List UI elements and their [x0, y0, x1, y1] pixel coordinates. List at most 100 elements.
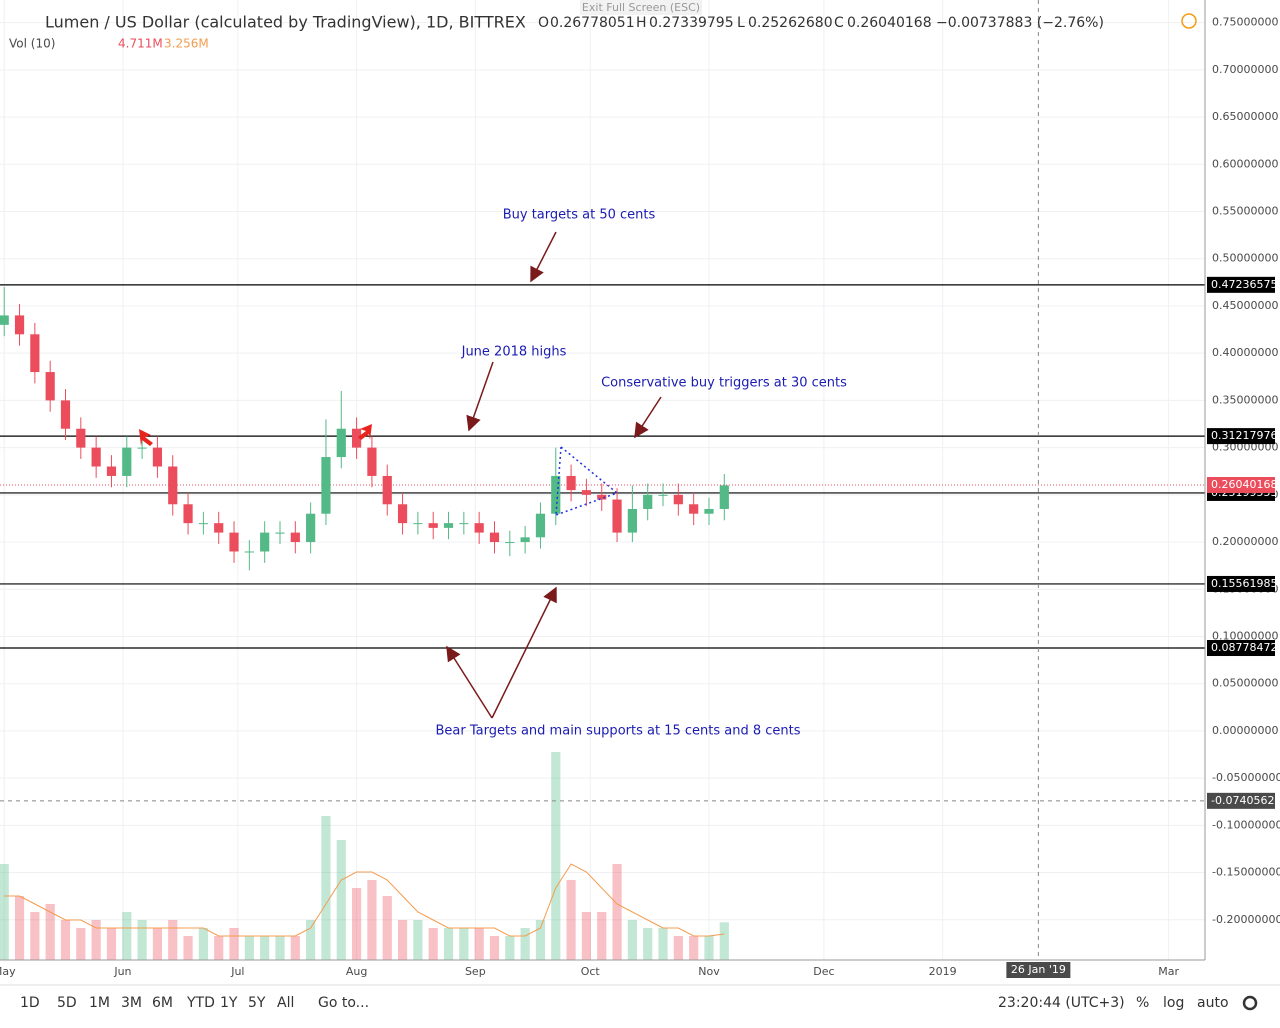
candle-body: [260, 532, 270, 552]
candle-body: [336, 428, 346, 458]
ohlc-value: 0.26040168: [847, 15, 932, 31]
volume-bar: [397, 920, 408, 960]
y-tick-label: 0.20000000: [1212, 535, 1278, 548]
candle-body: [443, 523, 454, 528]
level-label: 0.31217976: [1211, 429, 1277, 442]
level-label: 0.47236575: [1211, 278, 1277, 291]
range-button[interactable]: All: [277, 995, 294, 1011]
volume-bar: [152, 928, 163, 960]
candle-body: [551, 475, 561, 514]
x-tick-label: May: [0, 965, 16, 978]
candle-body: [30, 334, 40, 373]
auto-toggle[interactable]: auto: [1197, 995, 1229, 1011]
volume-bar: [14, 896, 25, 960]
volume-value: 4.711M: [118, 37, 163, 51]
volume-bar: [673, 936, 683, 960]
log-toggle[interactable]: log: [1163, 995, 1184, 1011]
range-button[interactable]: 1D: [20, 995, 40, 1011]
volume-bar: [566, 880, 576, 960]
volume-ma-value: 3.256M: [164, 37, 209, 51]
candle-body: [198, 523, 208, 525]
volume-bar: [382, 896, 392, 960]
volume-bar: [643, 928, 653, 960]
candle-body: [520, 537, 530, 543]
y-tick-label: 0.10000000: [1212, 629, 1278, 642]
volume-bar: [30, 912, 40, 960]
volume-bar: [0, 864, 9, 960]
volume-bar: [214, 936, 224, 960]
y-tick-label: 0.45000000: [1212, 299, 1278, 312]
y-tick-label: -0.10000000: [1212, 818, 1280, 831]
annotation: Buy targets at 50 cents: [503, 208, 656, 223]
volume-bar: [306, 920, 316, 960]
annotation: Conservative buy triggers at 30 cents: [601, 376, 847, 391]
candle-body: [474, 523, 484, 533]
volume-bar: [45, 904, 55, 960]
candle-body: [290, 532, 300, 543]
range-button[interactable]: 1M: [89, 995, 110, 1011]
candle-body: [627, 508, 637, 533]
candle-body: [106, 466, 117, 476]
volume-bar: [505, 936, 515, 960]
y-tick-label: -0.05000000: [1212, 771, 1280, 784]
candle-body: [704, 508, 714, 514]
candle-body: [76, 428, 86, 448]
y-tick-label: 0.05000000: [1212, 677, 1278, 690]
crosshair-x-box: [1006, 962, 1071, 978]
y-tick-label: 0.00000000: [1212, 724, 1278, 737]
range-button[interactable]: YTD: [186, 995, 215, 1011]
goto[interactable]: Go to...: [318, 995, 369, 1011]
clock: 23:20:44 (UTC+3): [998, 995, 1125, 1011]
candle-body: [321, 457, 331, 514]
volume-bar: [719, 922, 729, 960]
candle-body: [382, 475, 392, 505]
volume-bar: [168, 920, 178, 960]
volume-bar: [183, 936, 193, 960]
exit-fullscreen[interactable]: Exit Full Screen (ESC): [582, 1, 700, 14]
y-tick-label: 0.35000000: [1212, 393, 1278, 406]
alert-icon[interactable]: [1181, 13, 1197, 29]
ohlc-label: C: [834, 15, 844, 31]
candle-body: [152, 447, 163, 467]
y-tick-label: 0.65000000: [1212, 110, 1278, 123]
volume-bar: [413, 920, 423, 960]
candle-body: [719, 485, 729, 509]
candle-body: [14, 315, 25, 335]
candle-body: [658, 494, 668, 496]
ohlc-value: 0.27339795: [649, 15, 734, 31]
volume-bar: [60, 920, 71, 960]
volume-bar: [612, 864, 622, 960]
chart-title: Lumen / US Dollar (calculated by Trading…: [45, 13, 526, 32]
ohlc-label: L: [737, 15, 745, 31]
volume-bar: [352, 888, 362, 960]
crosshair-y-label: -0.07405621: [1211, 794, 1280, 807]
exit-button[interactable]: [580, 0, 702, 15]
arrow: [446, 645, 493, 719]
range-button[interactable]: 1Y: [220, 995, 238, 1011]
candle-body: [60, 400, 71, 429]
range-button[interactable]: 3M: [121, 995, 142, 1011]
volume-bar: [76, 928, 86, 960]
volume-bar: [597, 912, 607, 960]
settings-icon[interactable]: [1242, 995, 1258, 1011]
candle-body: [168, 466, 178, 505]
candle-body: [244, 551, 254, 553]
level-label: 0.15561985: [1211, 577, 1277, 590]
x-tick-label: Dec: [813, 965, 834, 978]
level-label-box: [1207, 640, 1275, 657]
candle-body: [612, 499, 622, 533]
range-button[interactable]: 6M: [152, 995, 173, 1011]
volume-bar: [275, 936, 285, 960]
volume-bar: [520, 928, 530, 960]
volume-bar: [658, 928, 668, 960]
volume-bar: [551, 752, 561, 960]
candle-body: [91, 447, 101, 467]
range-button[interactable]: 5Y: [248, 995, 266, 1011]
range-button[interactable]: 5D: [57, 995, 77, 1011]
red-arrow: [139, 429, 153, 446]
candle-body: [535, 513, 546, 538]
y-tick-label: 0.40000000: [1212, 346, 1278, 359]
volume-bar: [535, 920, 546, 960]
percent-toggle[interactable]: %: [1136, 995, 1149, 1011]
